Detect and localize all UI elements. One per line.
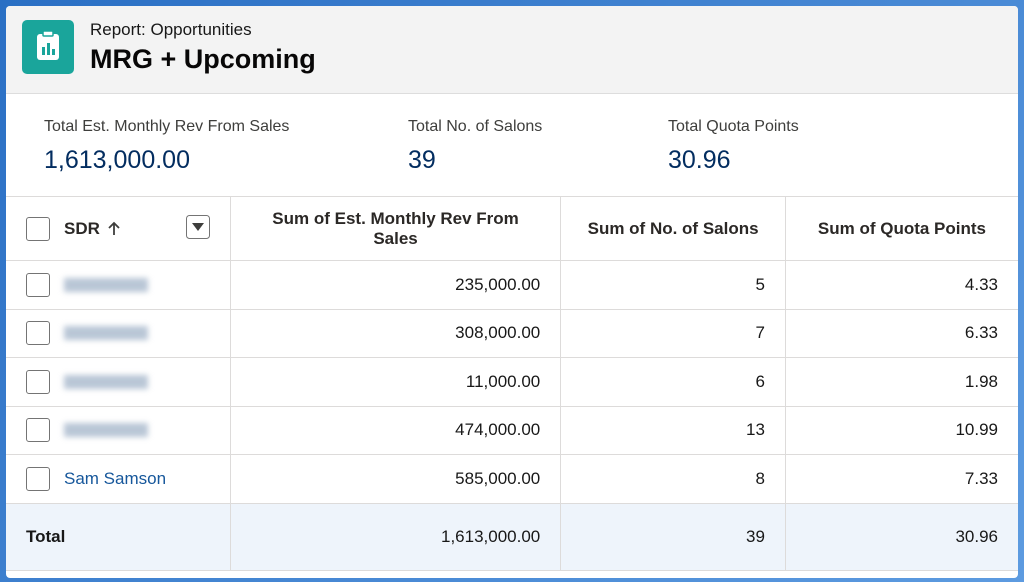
- table-cell: 474,000.00: [229, 405, 562, 455]
- cell-value: 4.33: [964, 274, 998, 294]
- table-cell: 585,000.00: [229, 454, 562, 504]
- summary-label: Total Quota Points: [668, 118, 799, 135]
- total-cell: 39: [560, 502, 786, 571]
- cell-value: 6.33: [964, 323, 998, 343]
- redacted-name: [64, 423, 148, 438]
- sdr-link[interactable]: Sam Samson: [64, 468, 167, 488]
- cell-value: 235,000.00: [455, 274, 541, 294]
- cell-value: 474,000.00: [455, 420, 541, 440]
- table-row: Sam Samson 585,000.00 8 7.33: [6, 454, 1018, 504]
- total-value: Total: [26, 526, 66, 546]
- report-icon: [22, 20, 74, 74]
- total-cell: 1,613,000.00: [229, 502, 562, 571]
- table-cell: 11,000.00: [229, 357, 562, 407]
- report-card: Report: Opportunities MRG + Upcoming Tot…: [6, 6, 1018, 578]
- table-cell: 13: [560, 405, 786, 455]
- table-cell: 7: [560, 308, 786, 358]
- cell-value: 13: [745, 420, 765, 440]
- table-row: 474,000.00 13 10.99: [6, 405, 1018, 455]
- summary-label: Total No. of Salons: [408, 118, 543, 135]
- row-checkbox[interactable]: [26, 466, 50, 491]
- report-icon-glyph: [37, 30, 59, 60]
- table-cell: 235,000.00: [229, 260, 562, 310]
- cell-value: 6: [755, 371, 765, 391]
- table-cell: Sam Samson: [6, 454, 231, 504]
- redacted-name: [64, 326, 148, 341]
- cell-value: 7: [755, 323, 765, 343]
- table-cell: 308,000.00: [229, 308, 562, 358]
- table-cell: 5: [560, 260, 786, 310]
- cell-value: 5: [755, 274, 765, 294]
- table-cell: 8: [560, 454, 786, 504]
- column-header: SDR: [6, 196, 231, 261]
- select-all-checkbox[interactable]: [26, 216, 50, 241]
- summary-item: Total Quota Points 30.96: [668, 118, 799, 175]
- total-value: 30.96: [955, 526, 998, 546]
- summary-value: 30.96: [668, 146, 731, 174]
- summary-item: Total Est. Monthly Rev From Sales 1,613,0…: [44, 118, 289, 175]
- cell-value: 7.33: [964, 468, 998, 488]
- table-cell: [6, 357, 231, 407]
- report-table: SDR Sum of Est. Monthly Rev From Sales Sum…: [6, 196, 1018, 571]
- total-row: Total 1,613,000.00 39 30.96: [6, 502, 1018, 571]
- cell-value: 308,000.00: [455, 323, 541, 343]
- report-title: MRG + Upcoming: [90, 44, 316, 74]
- table-cell: 6.33: [784, 308, 1018, 358]
- total-value: 39: [745, 526, 765, 546]
- row-checkbox[interactable]: [26, 418, 50, 443]
- column-header: Sum of Quota Points: [784, 196, 1018, 261]
- cell-value: 10.99: [955, 420, 998, 440]
- total-cell: 30.96: [784, 502, 1018, 571]
- table-cell: 6: [560, 357, 786, 407]
- summary-value: 39: [408, 146, 436, 174]
- table-cell: [6, 260, 231, 310]
- column-menu[interactable]: [185, 214, 210, 239]
- table-row: 11,000.00 6 1.98: [6, 357, 1018, 407]
- row-checkbox[interactable]: [26, 321, 50, 346]
- total-value: 1,613,000.00: [441, 526, 541, 546]
- table-cell: 1.98: [784, 357, 1018, 407]
- summary-value: 1,613,000.00: [44, 146, 190, 174]
- column-title[interactable]: SDR: [64, 218, 100, 238]
- summary-label: Total Est. Monthly Rev From Sales: [44, 118, 290, 135]
- redacted-name: [64, 374, 148, 389]
- table-row: 235,000.00 5 4.33: [6, 260, 1018, 310]
- cell-value: 11,000.00: [465, 371, 541, 391]
- column-title: Sum of Est. Monthly Rev From Sales: [272, 208, 519, 248]
- column-header: Sum of No. of Salons: [560, 196, 786, 261]
- table-cell: [6, 405, 231, 455]
- row-checkbox[interactable]: [26, 272, 50, 297]
- summary-item: Total No. of Salons 39: [408, 118, 542, 175]
- column-header: Sum of Est. Monthly Rev From Sales: [229, 196, 562, 261]
- cell-value: 8: [755, 468, 765, 488]
- cell-value: 1.98: [964, 371, 998, 391]
- table-cell: 10.99: [784, 405, 1018, 455]
- redacted-name: [64, 277, 148, 292]
- column-title: Sum of No. of Salons: [587, 218, 759, 238]
- report-type: Report: Opportunities: [90, 20, 252, 39]
- column-title: Sum of Quota Points: [817, 218, 986, 238]
- cell-value: 585,000.00: [455, 468, 541, 488]
- table-cell: 4.33: [784, 260, 1018, 310]
- table-row: 308,000.00 7 6.33: [6, 308, 1018, 358]
- sort-icon[interactable]: [106, 221, 122, 237]
- total-cell: Total: [6, 502, 231, 571]
- table-cell: [6, 308, 231, 358]
- row-checkbox[interactable]: [26, 369, 50, 394]
- report-header: Report: Opportunities MRG + Upcoming: [6, 6, 1018, 94]
- table-cell: 7.33: [784, 454, 1018, 504]
